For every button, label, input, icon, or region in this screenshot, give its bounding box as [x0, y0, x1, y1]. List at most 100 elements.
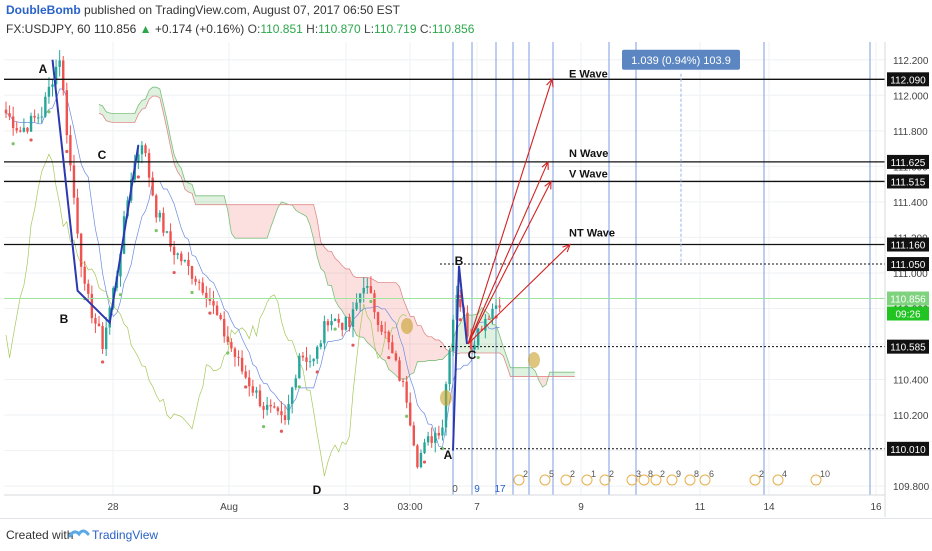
candle-body [398, 360, 400, 381]
time-count-label: 17 [494, 484, 506, 495]
signal-dot [226, 351, 229, 354]
candle-body [144, 145, 146, 153]
y-tick-label: 110.400 [893, 376, 929, 387]
x-tick-label: 03:00 [397, 502, 422, 513]
y-tick-label: 111.800 [893, 127, 928, 138]
signal-dot [334, 327, 337, 330]
event-number: 9 [676, 469, 681, 479]
candle-body [23, 128, 25, 132]
candle-body [352, 309, 354, 327]
candle-body [270, 405, 272, 406]
candle-body [202, 283, 204, 293]
candle-body [348, 317, 350, 327]
wave-label: C [468, 348, 477, 362]
candle-body [237, 357, 239, 358]
cloud-segment [110, 113, 114, 123]
cloud-segment [210, 196, 214, 205]
signal-dot [405, 415, 408, 418]
event-number: 5 [549, 469, 554, 479]
target-label: N Wave [569, 148, 608, 160]
candle-body [266, 405, 268, 410]
cloud-segment [188, 183, 192, 193]
signal-dot [316, 370, 319, 373]
cloud-segment [525, 368, 529, 377]
candle-body [48, 87, 50, 97]
cloud-segment [514, 368, 518, 377]
candle-body [477, 329, 479, 346]
author-name[interactable]: DoubleBomb [6, 3, 81, 17]
candle-body [284, 415, 286, 420]
candle-body [80, 234, 82, 267]
candle-body [105, 328, 107, 349]
candle-body [370, 286, 372, 293]
y-tick-label: 112.000 [893, 91, 929, 102]
candle-body [305, 357, 307, 361]
event-number: 6 [709, 469, 714, 479]
cloud-segment [550, 372, 554, 376]
candle-body [273, 406, 275, 407]
candle-body [98, 324, 100, 326]
last-price: 110.856 [94, 22, 137, 36]
candle-body [405, 382, 407, 403]
countdown-label: 09:26 [895, 310, 920, 321]
level-badge-label: 111.515 [891, 177, 926, 188]
cloud-segment [432, 337, 436, 361]
cloud-segment [217, 196, 221, 205]
level-badge-label: 111.160 [891, 241, 926, 252]
candle-body [5, 110, 7, 114]
tradingview-brand[interactable]: TradingView [92, 528, 158, 542]
signal-dot [423, 460, 426, 463]
signal-dot [387, 356, 390, 359]
candle-body [191, 266, 193, 279]
x-tick-label: 3 [343, 502, 349, 513]
candle-body [58, 60, 60, 66]
y-tick-label: 111.400 [893, 198, 928, 209]
event-marker [401, 318, 413, 334]
candle-body [37, 117, 39, 118]
cloud-segment [264, 205, 268, 239]
open-value: 110.851 [260, 22, 303, 36]
cloud-segment [128, 114, 132, 123]
candle-body [459, 295, 461, 307]
signal-dot [137, 175, 140, 178]
cloud-segment [231, 205, 235, 239]
event-marker [528, 352, 540, 368]
x-tick-label: 16 [870, 502, 882, 513]
candle-body [384, 332, 386, 333]
candle-body [212, 301, 214, 306]
cloud-segment [153, 87, 157, 96]
symbol-label[interactable]: FX:USDJPY, 60 [6, 22, 90, 36]
candle-body [198, 282, 200, 283]
candle-body [316, 347, 318, 359]
candle-body [205, 293, 207, 298]
candle-body [287, 404, 289, 420]
cloud-segment [521, 368, 525, 377]
cloud-segment [568, 372, 572, 376]
cloud-segment [403, 299, 407, 379]
event-marker [440, 390, 452, 406]
candle-body [159, 213, 161, 218]
x-tick-label: Aug [220, 502, 238, 513]
signal-dot [477, 356, 480, 359]
cloud-segment [382, 283, 386, 361]
close-value: 110.856 [432, 22, 475, 36]
signal-dot [298, 385, 301, 388]
symbol-line: FX:USDJPY, 60 110.856 ▲ +0.174 (+0.16%) … [6, 22, 474, 36]
y-tick-label: 112.200 [893, 56, 929, 67]
candle-body [302, 356, 304, 358]
price-change: +0.174 (+0.16%) [155, 22, 244, 36]
candle-body [498, 305, 500, 307]
footer: Created with TradingView [0, 518, 932, 551]
target-label: NT Wave [569, 228, 615, 240]
candle-body [151, 178, 153, 196]
candle-body [187, 260, 189, 266]
signal-dot [101, 360, 104, 363]
cloud-segment [435, 340, 439, 361]
candle-body [76, 198, 78, 234]
event-number: 10 [820, 469, 830, 479]
candle-body [373, 293, 375, 312]
cloud-segment [113, 114, 117, 123]
candle-body [377, 312, 379, 325]
candle-body [194, 279, 196, 282]
